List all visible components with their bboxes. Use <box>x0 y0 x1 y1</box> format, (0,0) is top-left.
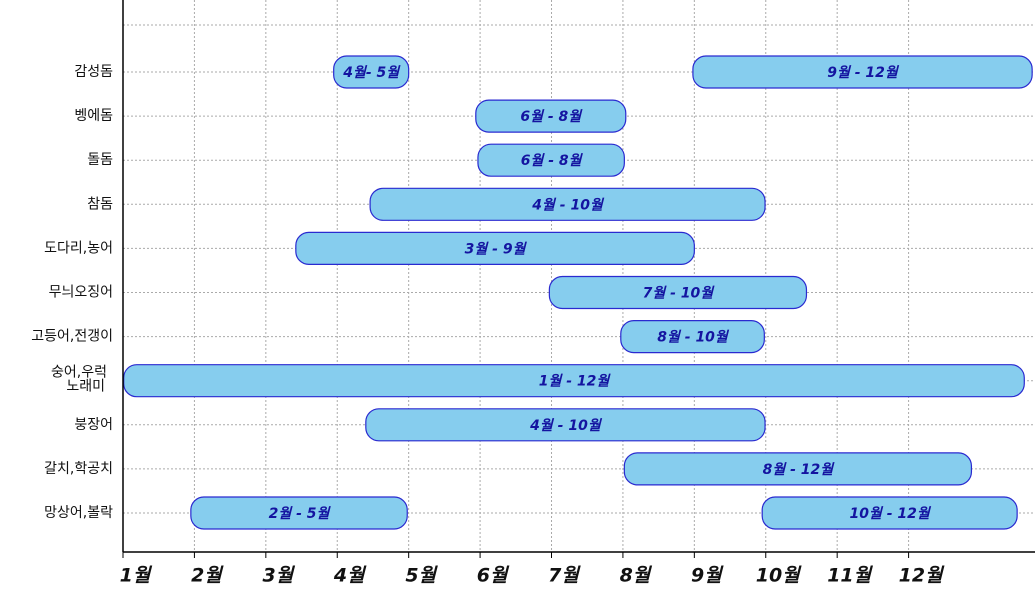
row-label: 붕장어 <box>74 417 113 433</box>
x-tick-label: 6월 <box>477 565 510 587</box>
x-tick-label: 12월 <box>899 565 945 587</box>
row-label: 도다리,농어 <box>44 240 113 256</box>
x-tick-label: 4월 <box>333 565 367 587</box>
row-label: 무늬오징어 <box>49 285 113 301</box>
row-label: 망상어,볼락 <box>44 505 113 521</box>
bar <box>692 55 1033 89</box>
bar <box>333 55 410 89</box>
x-tick-label: 2월 <box>191 565 224 587</box>
row-label: 갈치,학공치 <box>44 461 113 477</box>
x-tick-label: 8월 <box>620 565 653 587</box>
bar-label: 2월 - 5월 <box>269 506 332 522</box>
bar-label: 7월 - 10월 <box>643 286 716 302</box>
row-label: 감성돔 <box>74 64 113 80</box>
bar-label: 4월 - 10월 <box>529 418 603 434</box>
x-tick-label: 5월 <box>405 565 438 587</box>
bar-label: 6월 - 8월 <box>521 153 584 169</box>
bar <box>365 408 766 442</box>
bar <box>477 143 625 177</box>
row-label: 노래미 <box>66 379 105 395</box>
x-tick-label: 9월 <box>691 565 724 587</box>
bar-label: 9월 - 12월 <box>827 65 900 81</box>
row-label: 참돔 <box>87 196 113 212</box>
bar <box>620 320 765 354</box>
row-label: 숭어,우럭 <box>51 365 107 381</box>
x-tick-label: 11월 <box>827 565 873 587</box>
bar-label: 4월 - 10월 <box>531 197 605 213</box>
x-tick-label: 10월 <box>756 565 802 587</box>
bar <box>761 496 1018 530</box>
x-tick-label: 1월 <box>120 565 153 587</box>
bar-label: 8월 - 10월 <box>657 330 730 346</box>
x-tick-label: 3월 <box>262 565 295 587</box>
bar-label: 8월 - 12월 <box>763 462 836 478</box>
bar-label: 6월 - 8월 <box>520 109 583 125</box>
row-label: 돌돔 <box>87 152 113 168</box>
bar <box>369 187 766 221</box>
bar <box>475 99 627 133</box>
bar <box>623 452 973 486</box>
bar <box>295 231 695 265</box>
bar-label: 10월 - 12월 <box>850 506 932 522</box>
bar-label: 1월 - 12월 <box>539 374 612 390</box>
bar-label: 4월- 5월 <box>342 65 401 81</box>
bar <box>548 275 808 310</box>
row-label: 고등어,전갱이 <box>31 329 113 345</box>
bar-label: 3월 - 9월 <box>465 241 528 257</box>
row-label: 벵에돔 <box>74 108 113 124</box>
x-tick-label: 7월 <box>548 565 581 587</box>
bar <box>190 496 408 530</box>
